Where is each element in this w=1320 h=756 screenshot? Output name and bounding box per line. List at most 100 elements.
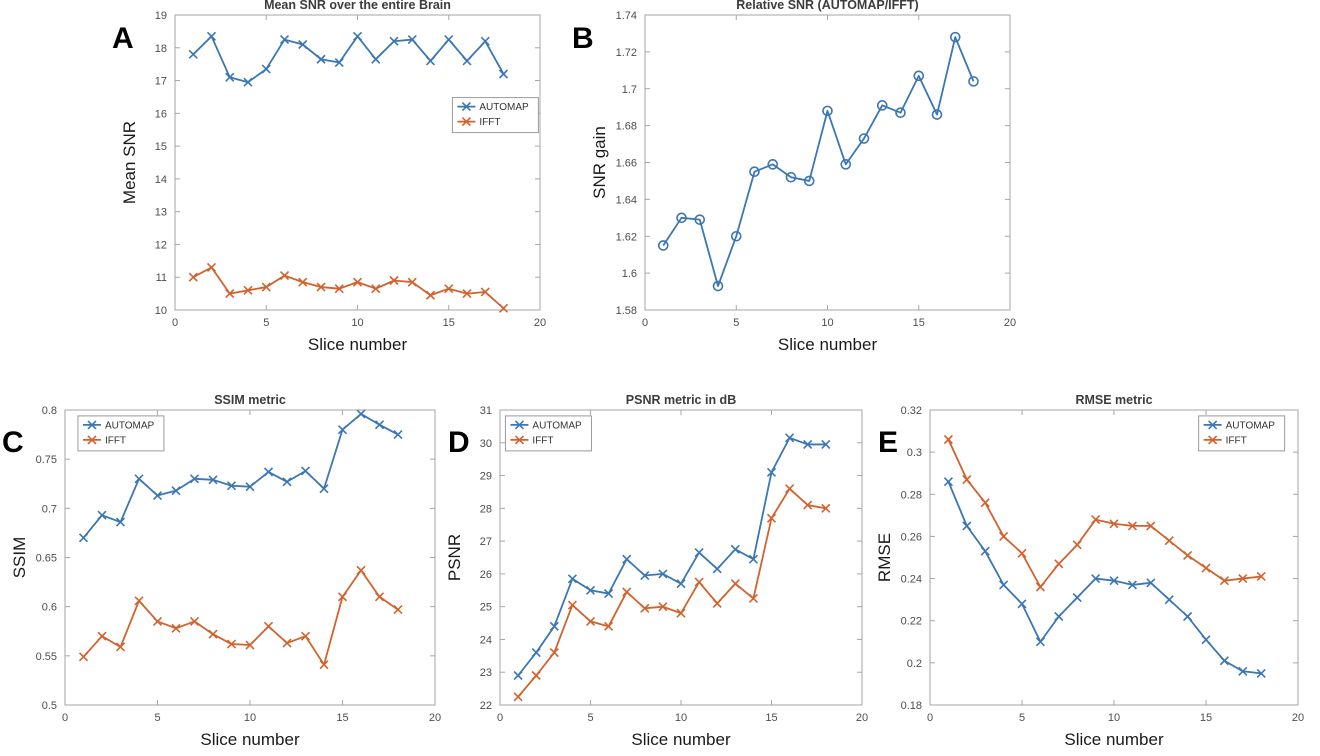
data-point-marker (712, 280, 724, 292)
data-point-marker (334, 57, 344, 68)
y-tick-label: 0.2 (907, 658, 922, 670)
data-point-marker (1109, 519, 1119, 529)
data-point-marker (356, 565, 366, 575)
legend-entry-IFFT: IFFT (82, 435, 126, 446)
data-point-marker (319, 660, 329, 670)
data-point-marker (730, 230, 742, 242)
y-tick-label: 0.3 (907, 447, 922, 459)
data-point-marker (1146, 521, 1156, 531)
legend-label: IFFT (105, 435, 126, 446)
y-tick-label: 19 (155, 10, 167, 22)
data-point-marker (1072, 592, 1082, 603)
y-tick-label: 0.32 (901, 405, 922, 417)
y-tick-label: 0.5 (42, 700, 57, 712)
legend-box (451, 97, 539, 134)
legend-marker (514, 420, 524, 430)
legend-box (1198, 415, 1286, 452)
legend-box (504, 415, 592, 452)
data-point-marker (1219, 576, 1229, 586)
axes-box (64, 409, 436, 706)
y-tick-label: 0.24 (901, 574, 922, 586)
data-point-marker (282, 638, 292, 648)
data-point-marker (943, 477, 953, 487)
data-point-marker (913, 70, 925, 82)
x-axis-label: Slice number (1064, 730, 1164, 749)
x-tick-label: 15 (913, 317, 925, 329)
data-point-marker (658, 569, 668, 579)
legend-entry-IFFT: IFFT (510, 435, 554, 446)
data-point-marker (658, 602, 668, 612)
legend-marker (461, 117, 471, 127)
data-point-marker (549, 621, 559, 631)
panel-C: C SSIM metric 0 5 10 15 20 0.5 0.55 0.6 0.65 0.7 0.7… (2, 393, 441, 749)
data-point-marker (803, 439, 813, 449)
data-point-marker (300, 631, 311, 641)
x-tick-label: 5 (1019, 712, 1025, 724)
data-point-marker (1017, 599, 1027, 609)
data-point-marker (393, 605, 403, 615)
series-AUTOMAP (513, 433, 831, 681)
data-point-marker (152, 616, 163, 626)
data-point-marker (208, 475, 218, 485)
data-point-marker (189, 474, 200, 484)
data-point-marker (585, 585, 596, 595)
y-tick-label: 1.74 (616, 10, 637, 22)
data-point-marker (822, 105, 833, 117)
series-IFFT (513, 484, 831, 702)
data-point-marker (980, 546, 990, 556)
data-point-marker (931, 109, 943, 120)
x-tick-label: 0 (62, 712, 68, 724)
data-point-marker (657, 240, 669, 251)
legend: AUTOMAP IFFT (77, 415, 165, 452)
legend-label: IFFT (479, 117, 500, 128)
data-point-marker (393, 430, 403, 440)
data-point-marker (821, 439, 831, 449)
legend-label: AUTOMAP (532, 420, 582, 431)
y-tick-label: 0.8 (42, 405, 57, 417)
legend-entry-AUTOMAP: AUTOMAP (510, 420, 582, 431)
series-AUTOMAP (78, 409, 403, 543)
legend-marker (87, 420, 97, 430)
data-point-marker (999, 531, 1009, 541)
data-point-marker (1238, 666, 1248, 676)
data-point-marker (968, 76, 979, 87)
data-point-marker (766, 513, 777, 523)
data-point-marker (334, 284, 344, 294)
data-point-marker (840, 159, 852, 170)
data-point-marker (1017, 548, 1027, 558)
legend-box (77, 415, 165, 452)
series-IFFT (943, 434, 1266, 592)
series-line (947, 481, 1262, 675)
data-point-marker (374, 592, 385, 602)
series-IFFT (78, 565, 403, 670)
series-line (517, 487, 826, 698)
data-point-marker (444, 35, 454, 45)
legend-entry-AUTOMAP: AUTOMAP (457, 102, 529, 113)
x-axis-label: Slice number (778, 335, 878, 354)
chart-title: Mean SNR over the entire Brain (264, 0, 451, 12)
data-point-marker (858, 133, 870, 144)
data-point-marker (1183, 611, 1193, 622)
data-point-marker (261, 282, 271, 292)
y-axis-label: SNR gain (590, 126, 609, 199)
x-tick-label: 20 (856, 712, 868, 724)
y-tick-label: 0.22 (901, 616, 922, 628)
panel-D: D PSNR metric in dB 0 5 10 15 20 22 23 24 25 26 27 28… (445, 393, 868, 749)
data-point-marker (785, 433, 795, 443)
data-point-marker (300, 466, 311, 476)
y-axis-ticks: 0.18 0.2 0.22 0.24 0.26 0.28 0.3 0.32 (901, 405, 1298, 712)
data-point-marker (261, 64, 271, 74)
data-point-marker (245, 482, 255, 492)
data-point-marker (371, 54, 381, 64)
data-point-marker (604, 588, 614, 599)
y-axis-label: SSIM (10, 537, 29, 579)
legend-marker (1208, 420, 1218, 430)
data-point-marker (97, 631, 107, 641)
y-axis-label: RMSE (875, 533, 894, 582)
chart-title: SSIM metric (214, 393, 286, 407)
data-point-marker (999, 580, 1009, 590)
data-point-marker (748, 554, 758, 564)
data-point-marker (513, 692, 523, 702)
data-point-marker (694, 214, 706, 225)
